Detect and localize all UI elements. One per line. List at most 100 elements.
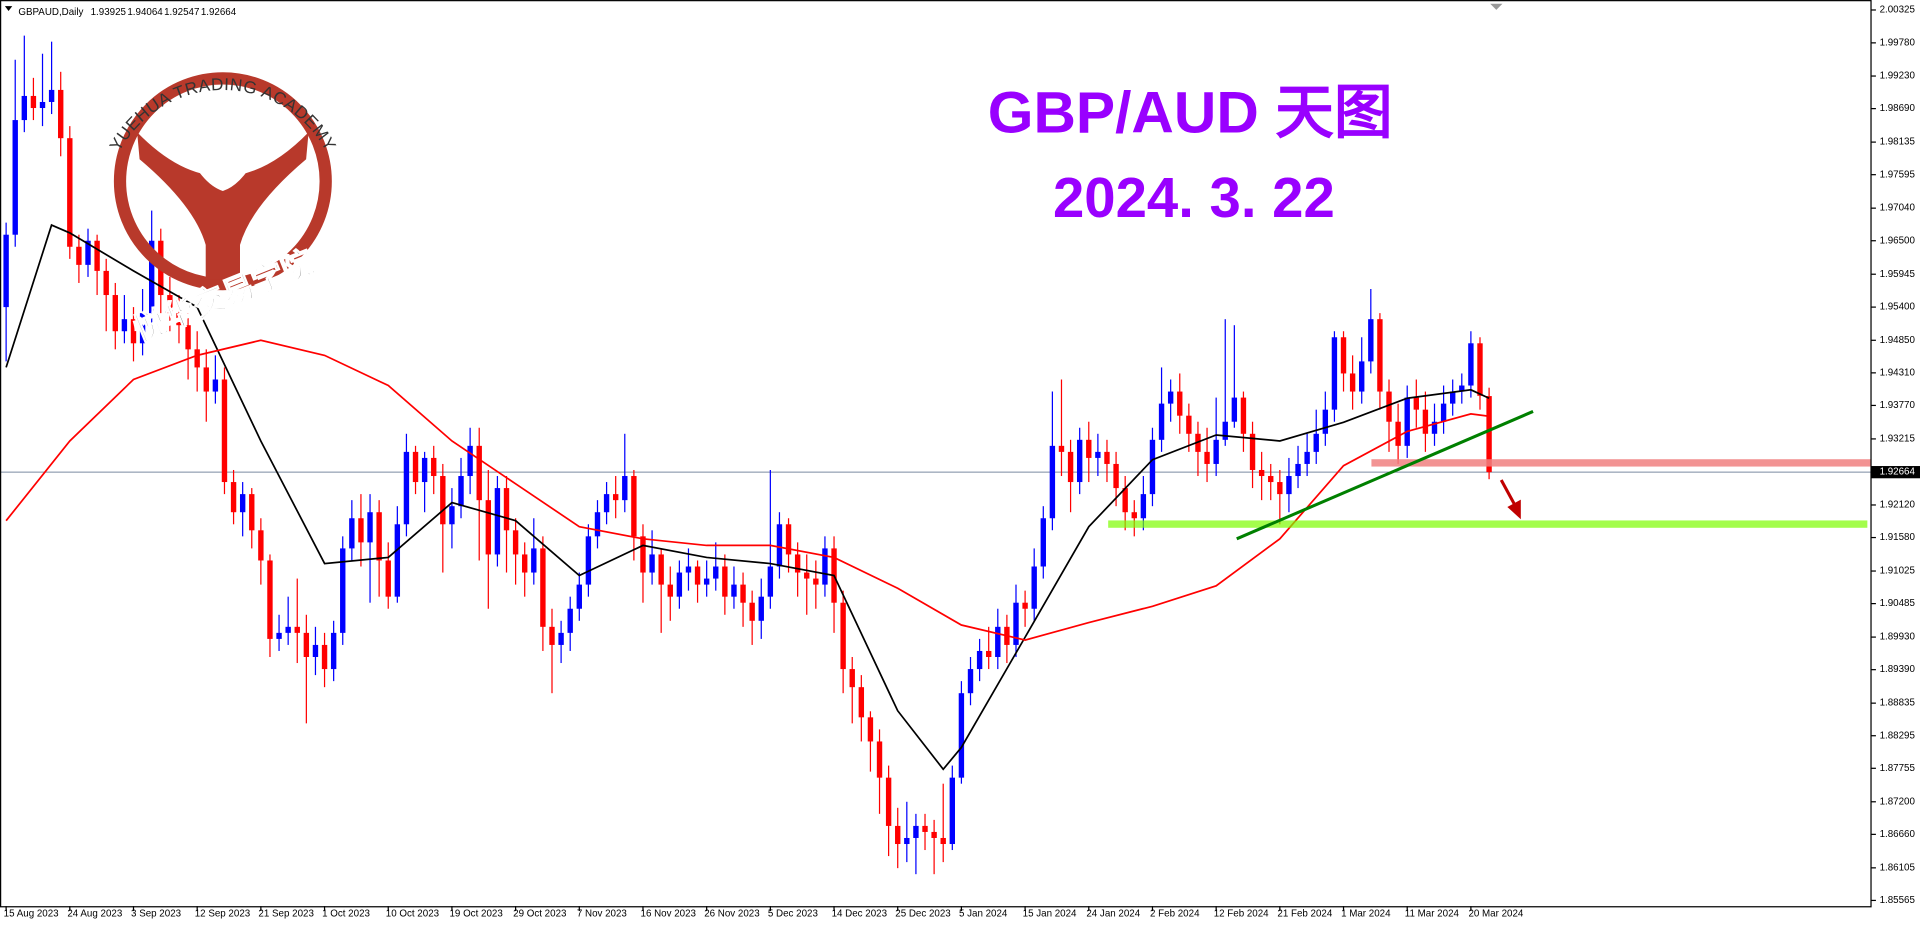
y-tick-label: 1.92120 bbox=[1880, 500, 1916, 511]
candle-body bbox=[1040, 518, 1046, 567]
candle-body bbox=[512, 530, 519, 555]
candle-body bbox=[449, 506, 455, 525]
header-icon bbox=[4, 6, 13, 12]
y-tick-label: 1.85565 bbox=[1880, 895, 1916, 906]
y-tick-label: 1.93215 bbox=[1880, 434, 1916, 445]
candle-body bbox=[1086, 439, 1092, 458]
candle-body bbox=[1258, 469, 1265, 477]
candle-body bbox=[1313, 433, 1319, 452]
x-tick-label: 12 Feb 2024 bbox=[1214, 909, 1269, 920]
header-open: 1.93925 bbox=[91, 7, 127, 18]
y-tick-label: 1.89390 bbox=[1880, 664, 1916, 675]
candle-body bbox=[758, 596, 764, 621]
candle-body bbox=[849, 669, 855, 688]
candle-body bbox=[1422, 409, 1429, 434]
candle-body bbox=[649, 554, 655, 573]
candle-body bbox=[421, 457, 428, 483]
x-tick-label: 16 Nov 2023 bbox=[641, 909, 697, 920]
y-tick-label: 1.94850 bbox=[1880, 335, 1916, 346]
candle-body bbox=[458, 476, 464, 507]
y-tick-label: 1.87755 bbox=[1880, 763, 1916, 774]
candle-body bbox=[813, 578, 819, 585]
candle-body bbox=[740, 584, 746, 603]
candle-body bbox=[867, 717, 874, 742]
candle-body bbox=[949, 777, 956, 845]
candle-body bbox=[1431, 421, 1438, 434]
candle-body bbox=[267, 560, 273, 639]
candle-body bbox=[112, 295, 118, 332]
candle-body bbox=[1331, 337, 1338, 410]
x-tick-label: 26 Nov 2023 bbox=[704, 909, 760, 920]
arrow-shaft bbox=[1499, 479, 1518, 508]
y-tick-label: 1.87200 bbox=[1880, 796, 1916, 807]
candle-body bbox=[585, 536, 592, 585]
candle-body bbox=[1222, 421, 1228, 440]
candle-body bbox=[440, 476, 446, 525]
candle-body bbox=[776, 524, 783, 567]
candle-body bbox=[21, 95, 28, 121]
candle-body bbox=[221, 379, 228, 483]
x-tick-label: 24 Aug 2023 bbox=[67, 909, 122, 920]
y-tick-label: 1.98135 bbox=[1880, 137, 1916, 148]
x-tick-label: 12 Sep 2023 bbox=[195, 909, 251, 920]
candle-body bbox=[285, 626, 291, 633]
candle-body bbox=[785, 524, 792, 555]
candle-body bbox=[376, 512, 382, 561]
plot-area bbox=[0, 35, 1872, 875]
x-tick-label: 19 Oct 2023 bbox=[449, 909, 503, 920]
x-tick-label: 1 Mar 2024 bbox=[1341, 909, 1391, 920]
plot-frame bbox=[0, 0, 1872, 908]
candle-body bbox=[658, 554, 664, 585]
y-tick-label: 1.93770 bbox=[1880, 400, 1916, 411]
candle-body bbox=[30, 95, 37, 109]
candle-body bbox=[567, 608, 573, 633]
candle-body bbox=[1140, 494, 1147, 519]
candle-body bbox=[230, 482, 237, 513]
x-tick-label: 15 Aug 2023 bbox=[4, 909, 59, 920]
candle-body bbox=[895, 825, 901, 845]
y-tick-label: 1.97595 bbox=[1880, 169, 1916, 180]
candle-body bbox=[94, 240, 100, 271]
candle-body bbox=[731, 584, 737, 597]
candle-body bbox=[549, 626, 555, 645]
trend-line bbox=[1236, 410, 1534, 541]
candle-body bbox=[1076, 439, 1083, 483]
candle-body bbox=[1450, 391, 1456, 404]
candle-body bbox=[958, 693, 965, 778]
candle-body bbox=[1386, 391, 1392, 422]
candle-body bbox=[1186, 415, 1192, 434]
candle-body bbox=[1204, 451, 1210, 464]
y-tick-label: 1.95945 bbox=[1880, 269, 1916, 280]
candle-body bbox=[986, 650, 992, 657]
x-tick-label: 15 Jan 2024 bbox=[1023, 909, 1077, 920]
candle-body bbox=[85, 240, 91, 265]
candle-body bbox=[385, 560, 391, 597]
candle-body bbox=[1122, 488, 1128, 513]
candle-body bbox=[258, 530, 264, 561]
candle-body bbox=[540, 548, 546, 627]
candle-body bbox=[494, 488, 501, 555]
candle-body bbox=[995, 626, 1001, 657]
candle-body bbox=[1104, 451, 1110, 464]
candle-body bbox=[1377, 319, 1383, 392]
candle-body bbox=[1013, 602, 1019, 645]
candle-body bbox=[431, 457, 437, 477]
candle-body bbox=[594, 512, 601, 537]
y-tick-label: 1.99780 bbox=[1880, 37, 1916, 48]
candle-body bbox=[1158, 403, 1165, 440]
candle-body bbox=[1149, 439, 1156, 495]
candle-body bbox=[467, 445, 473, 477]
candle-body bbox=[1477, 343, 1483, 396]
candle-body bbox=[1349, 373, 1356, 392]
x-tick-label: 7 Nov 2023 bbox=[577, 909, 628, 920]
candle-body bbox=[703, 578, 710, 585]
y-tick-label: 1.99230 bbox=[1880, 71, 1916, 82]
y-tick-label: 1.98690 bbox=[1880, 103, 1916, 114]
candle-body bbox=[631, 476, 637, 537]
candle-body bbox=[1167, 391, 1174, 404]
candle-body bbox=[121, 319, 128, 332]
candle-body bbox=[885, 777, 892, 826]
candle-body bbox=[312, 644, 319, 657]
candle-body bbox=[967, 669, 974, 694]
resistance-zone bbox=[1371, 459, 1872, 467]
